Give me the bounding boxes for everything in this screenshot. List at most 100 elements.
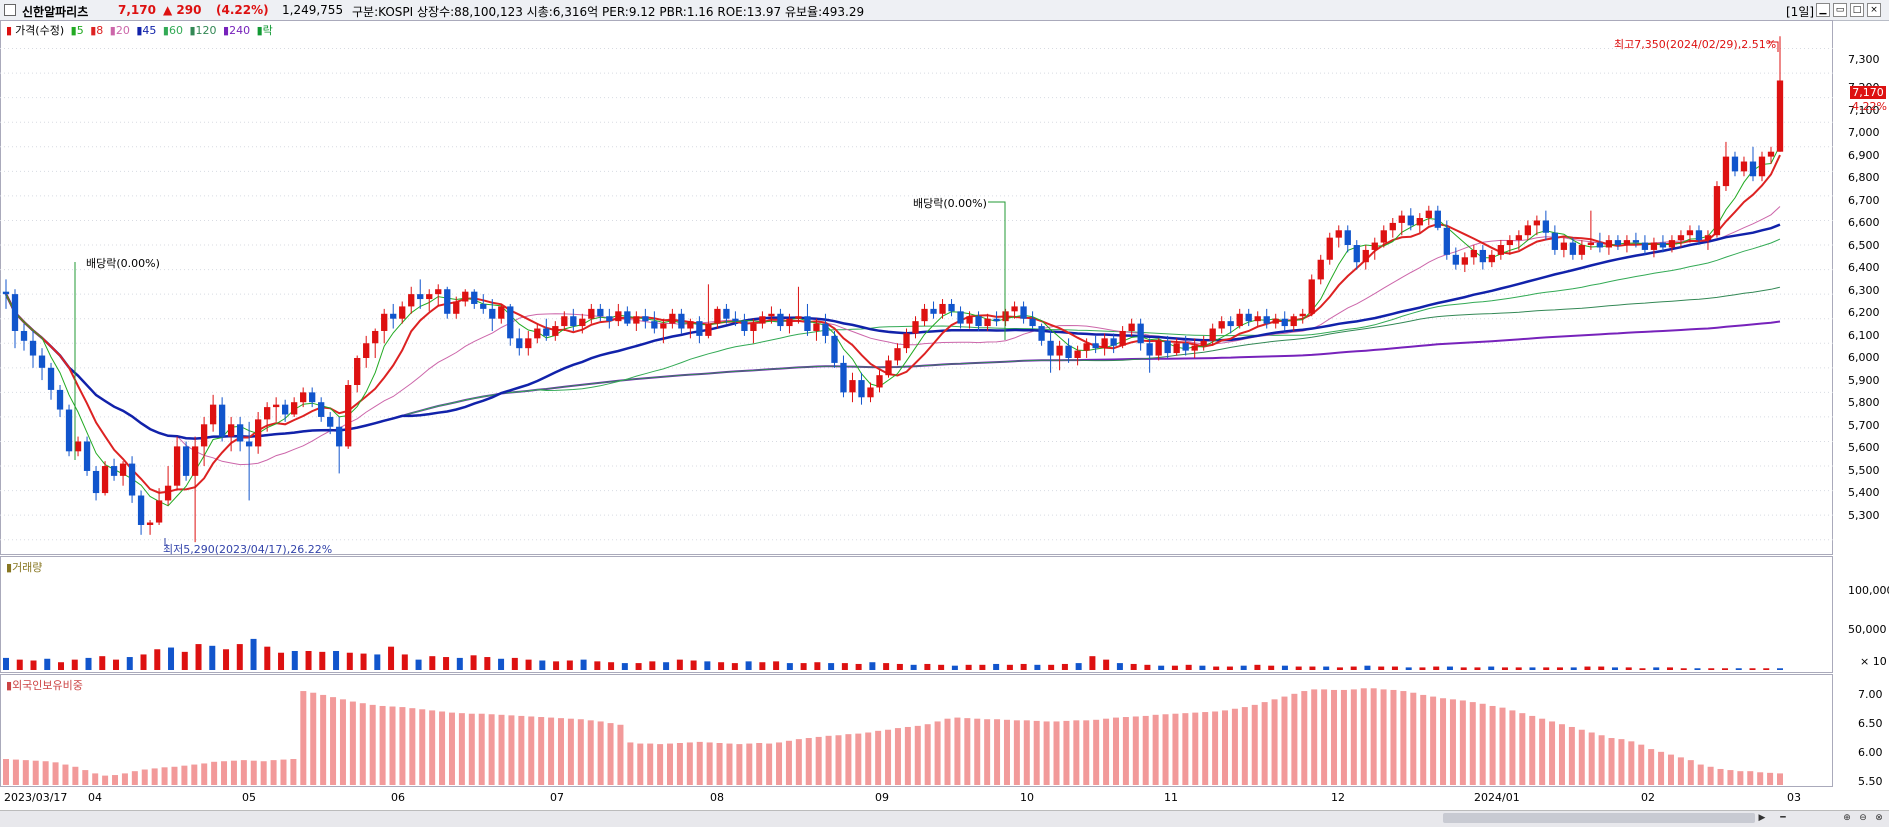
- volume-bar: [965, 664, 972, 670]
- candle-body: [1290, 316, 1297, 327]
- price-tick: 5,800: [1848, 396, 1880, 409]
- legend-ma240[interactable]: ▮240: [223, 24, 251, 37]
- x-tick: 07: [550, 791, 564, 804]
- candle-body: [1326, 237, 1333, 260]
- restore-button[interactable]: ▭: [1833, 3, 1847, 17]
- volume-panel[interactable]: [0, 556, 1833, 673]
- volume-bar: [30, 660, 37, 670]
- legend-ma60[interactable]: ▮60: [162, 24, 183, 37]
- foreign-bar: [1578, 729, 1585, 785]
- foreign-bar: [419, 709, 426, 785]
- volume-bar: [1295, 666, 1302, 670]
- maximize-button[interactable]: □: [1850, 3, 1864, 17]
- candle-body: [516, 338, 523, 349]
- candle-body: [921, 308, 928, 322]
- foreign-bar: [1192, 712, 1199, 785]
- volume-bar: [1405, 667, 1412, 670]
- volume-bar: [484, 657, 491, 670]
- legend-ma5[interactable]: ▮5: [70, 24, 84, 37]
- legend-ma120[interactable]: ▮120: [189, 24, 217, 37]
- candle-body: [273, 404, 280, 408]
- foreign-bar: [607, 723, 614, 785]
- volume-bar: [209, 645, 216, 670]
- foreign-bar: [1420, 694, 1427, 785]
- candle-body: [1362, 249, 1369, 263]
- candle-body: [606, 316, 613, 322]
- candle-body: [128, 463, 136, 496]
- candle-body: [669, 313, 676, 324]
- foreign-bar: [1509, 710, 1516, 785]
- candle-body: [777, 313, 784, 327]
- symbol-checkbox[interactable]: [4, 4, 16, 16]
- foreign-bar: [1162, 714, 1169, 785]
- legend-ma20[interactable]: ▮20: [109, 24, 130, 37]
- volume-bar: [814, 662, 821, 670]
- candle-body: [146, 522, 154, 525]
- candle-body: [1254, 316, 1261, 322]
- candle-body: [912, 321, 919, 334]
- volume-bar: [869, 662, 876, 670]
- zoom-in-icon[interactable]: ⊕: [1843, 813, 1851, 823]
- scroll-thumb[interactable]: [1443, 813, 1755, 823]
- volume-bar: [223, 649, 230, 670]
- volume-bar: [676, 659, 683, 670]
- candle-body: [1569, 242, 1577, 255]
- candle-body: [1155, 340, 1162, 356]
- foreign-bar: [766, 743, 773, 785]
- foreign-bar: [567, 718, 574, 785]
- foreign-bar: [62, 764, 69, 785]
- volume-bar: [745, 661, 752, 670]
- volume-bar: [1364, 665, 1371, 670]
- candle-body: [453, 301, 460, 314]
- candle-body: [2, 291, 10, 295]
- foreign-bar: [1727, 770, 1734, 785]
- volume-bar: [443, 657, 450, 670]
- candle-body: [1002, 311, 1009, 322]
- candle-body: [1596, 242, 1604, 248]
- candle-body: [1686, 230, 1694, 236]
- candle-body: [714, 308, 721, 324]
- candle-body: [1623, 240, 1631, 246]
- candle-body: [1614, 240, 1622, 246]
- candle-body: [345, 385, 352, 447]
- horizontal-scrollbar[interactable]: [0, 810, 1889, 827]
- x-tick: 2023/03/17: [4, 791, 68, 804]
- foreign-bar: [488, 714, 495, 785]
- candle-body: [768, 313, 775, 317]
- foreign-bar: [1321, 689, 1328, 785]
- zoom-out-icon[interactable]: ⊖: [1859, 813, 1867, 823]
- foreign-bar: [776, 742, 783, 785]
- zoom-slider-icon[interactable]: ━: [1780, 813, 1786, 823]
- foreign-bar: [82, 770, 89, 785]
- foreign-bar: [1093, 719, 1100, 785]
- foreign-bar: [706, 742, 713, 785]
- volume-bar: [1543, 667, 1550, 670]
- candle-body: [1353, 245, 1360, 263]
- candle-body: [471, 291, 478, 304]
- candle-body: [327, 416, 334, 427]
- foreign-bar: [310, 692, 317, 785]
- dividend-leader-2: [988, 201, 1006, 340]
- volume-bar: [1666, 667, 1673, 670]
- foreign-title: ▮외국인보유비중: [6, 679, 83, 692]
- candle-body: [597, 308, 604, 317]
- candle-body: [1209, 328, 1216, 341]
- legend-ma45[interactable]: ▮45: [136, 24, 157, 37]
- candle-body: [309, 392, 316, 403]
- volume-bar: [1199, 665, 1206, 670]
- candle-body: [1317, 259, 1324, 280]
- candle-body: [750, 323, 757, 331]
- candle-body: [1218, 321, 1225, 329]
- scroll-right-icon[interactable]: ▶: [1758, 813, 1766, 823]
- zoom-reset-icon[interactable]: ⊗: [1875, 813, 1883, 823]
- volume-bar: [113, 659, 120, 670]
- legend-exdiv[interactable]: ▮락: [256, 24, 273, 37]
- close-button[interactable]: ×: [1867, 3, 1881, 17]
- period-label[interactable]: [1일]: [1786, 5, 1815, 19]
- legend-ma8[interactable]: ▮8: [90, 24, 104, 37]
- price-tick: 7,100: [1848, 104, 1880, 117]
- foreign-bar: [458, 713, 465, 785]
- minimize-button[interactable]: ▁: [1816, 3, 1830, 17]
- volume-bar: [1680, 668, 1687, 670]
